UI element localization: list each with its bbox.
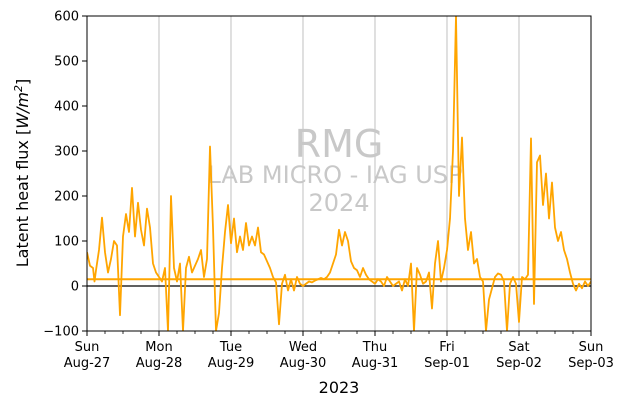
x-tick-day: Wed	[289, 340, 317, 355]
y-tick-label: 0	[71, 280, 79, 295]
x-axis-title: 2023	[319, 378, 360, 397]
x-tick-date: Aug-29	[208, 356, 255, 371]
y-axis-title-exponent: 2	[12, 85, 25, 92]
x-tick-date: Sep-03	[568, 356, 614, 371]
watermark-title: RMG	[295, 122, 384, 166]
x-tick-date: Aug-27	[64, 356, 111, 371]
series-layer	[87, 16, 591, 331]
y-axis-title-unit: W/m	[13, 92, 32, 129]
x-tick-day: Thu	[362, 340, 387, 355]
x-axis: SunAug-27MonAug-28TueAug-29WedAug-30ThuA…	[64, 331, 614, 371]
y-tick-label: 400	[54, 100, 79, 115]
y-axis-title-close: ]	[13, 79, 32, 85]
y-tick-label: 200	[54, 190, 79, 205]
x-tick-day: Fri	[439, 340, 455, 355]
x-tick-date: Aug-28	[136, 356, 183, 371]
x-tick-date: Aug-30	[280, 356, 327, 371]
watermark: RMG LAB MICRO - IAG USP 2024	[207, 122, 462, 217]
y-axis: −100 0 100 200 300 400 500 600	[43, 10, 87, 340]
x-tick-day: Sat	[508, 340, 529, 355]
y-tick-label: 500	[54, 55, 79, 70]
y-tick-label: 100	[54, 235, 79, 250]
watermark-lab: LAB MICRO - IAG USP	[207, 161, 462, 189]
x-tick-day: Mon	[145, 340, 172, 355]
y-tick-label: 600	[54, 10, 79, 25]
x-tick-day: Sun	[75, 340, 100, 355]
series-line	[87, 16, 591, 331]
watermark-year: 2024	[308, 189, 369, 217]
x-tick-date: Sep-01	[424, 356, 470, 371]
x-tick-date: Sep-02	[496, 356, 542, 371]
x-tick-date: Aug-31	[352, 356, 399, 371]
y-tick-label: 300	[54, 145, 79, 160]
x-tick-day: Sun	[579, 340, 604, 355]
y-axis-title-main: Latent heat flux [	[13, 129, 32, 268]
y-tick-label: −100	[43, 325, 79, 340]
x-tick-day: Tue	[219, 340, 242, 355]
y-axis-title: Latent heat flux [W/m2]	[12, 79, 33, 268]
